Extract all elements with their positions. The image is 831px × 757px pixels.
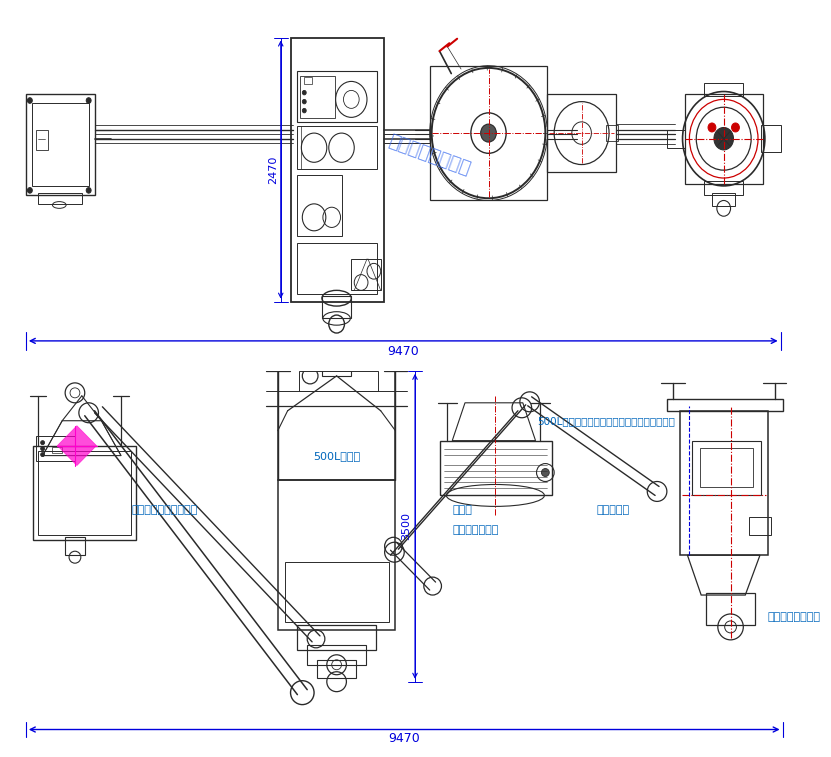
Bar bbox=[704, 83, 743, 96]
Bar bbox=[352, 259, 381, 291]
Text: 500L储料仓: 500L储料仓 bbox=[313, 450, 360, 460]
Text: 3500: 3500 bbox=[401, 512, 411, 540]
Bar bbox=[36, 436, 75, 460]
Bar bbox=[32, 103, 89, 186]
Text: 螺旋提升机: 螺旋提升机 bbox=[597, 506, 629, 516]
Bar bbox=[680, 411, 768, 555]
Circle shape bbox=[302, 99, 307, 104]
Bar bbox=[65, 537, 85, 555]
Bar bbox=[36, 129, 47, 150]
Bar bbox=[37, 192, 81, 204]
Bar bbox=[440, 441, 553, 495]
Text: 9470: 9470 bbox=[387, 344, 419, 357]
Circle shape bbox=[41, 447, 45, 450]
Bar bbox=[26, 94, 95, 195]
Bar bbox=[317, 660, 356, 678]
Bar bbox=[304, 77, 312, 84]
Bar bbox=[666, 129, 685, 148]
Circle shape bbox=[714, 127, 734, 150]
Bar bbox=[548, 94, 616, 173]
Text: 螺旋提升机（带搅拌）: 螺旋提升机（带搅拌） bbox=[132, 506, 199, 516]
Bar bbox=[300, 76, 335, 119]
Circle shape bbox=[41, 453, 45, 456]
Bar bbox=[297, 625, 376, 650]
Bar bbox=[291, 38, 384, 301]
Text: 500L单桨混合机（带喷液装置，带两组飞刀）: 500L单桨混合机（带喷液装置，带两组飞刀） bbox=[538, 416, 676, 425]
Text: 单管螺旋提升机: 单管螺旋提升机 bbox=[452, 525, 499, 535]
Bar bbox=[297, 126, 376, 169]
Circle shape bbox=[302, 90, 307, 95]
Bar bbox=[285, 562, 389, 622]
Bar bbox=[685, 94, 763, 184]
Bar bbox=[692, 441, 761, 495]
Circle shape bbox=[708, 123, 715, 132]
Bar bbox=[278, 361, 396, 481]
Circle shape bbox=[480, 124, 496, 142]
Polygon shape bbox=[57, 425, 96, 466]
Bar bbox=[52, 447, 62, 453]
Circle shape bbox=[302, 108, 307, 113]
Bar bbox=[299, 371, 378, 391]
Circle shape bbox=[27, 188, 32, 193]
Bar bbox=[750, 517, 770, 535]
Circle shape bbox=[86, 188, 91, 193]
Bar bbox=[701, 447, 753, 488]
Bar bbox=[297, 175, 342, 236]
Bar bbox=[430, 66, 548, 201]
Bar bbox=[297, 243, 376, 294]
Bar bbox=[761, 125, 780, 152]
Bar bbox=[704, 182, 743, 195]
Circle shape bbox=[41, 441, 45, 444]
Bar bbox=[278, 481, 396, 630]
Text: 2470: 2470 bbox=[268, 156, 278, 185]
Circle shape bbox=[542, 469, 549, 476]
Bar bbox=[307, 645, 366, 665]
Bar bbox=[666, 399, 783, 411]
Circle shape bbox=[731, 123, 740, 132]
Circle shape bbox=[27, 98, 32, 103]
Bar bbox=[297, 71, 376, 122]
Bar bbox=[606, 125, 618, 141]
Bar bbox=[322, 296, 352, 319]
Text: 半自动螺杆计量机: 半自动螺杆计量机 bbox=[768, 612, 821, 622]
Text: 星火机械方案设计: 星火机械方案设计 bbox=[386, 132, 473, 179]
Circle shape bbox=[86, 98, 91, 103]
Text: 9470: 9470 bbox=[388, 732, 420, 745]
Bar bbox=[32, 446, 135, 540]
Bar bbox=[322, 368, 352, 376]
Bar bbox=[706, 593, 755, 625]
Bar bbox=[37, 450, 130, 535]
Text: 振动筛: 振动筛 bbox=[452, 506, 472, 516]
Bar bbox=[712, 192, 735, 206]
